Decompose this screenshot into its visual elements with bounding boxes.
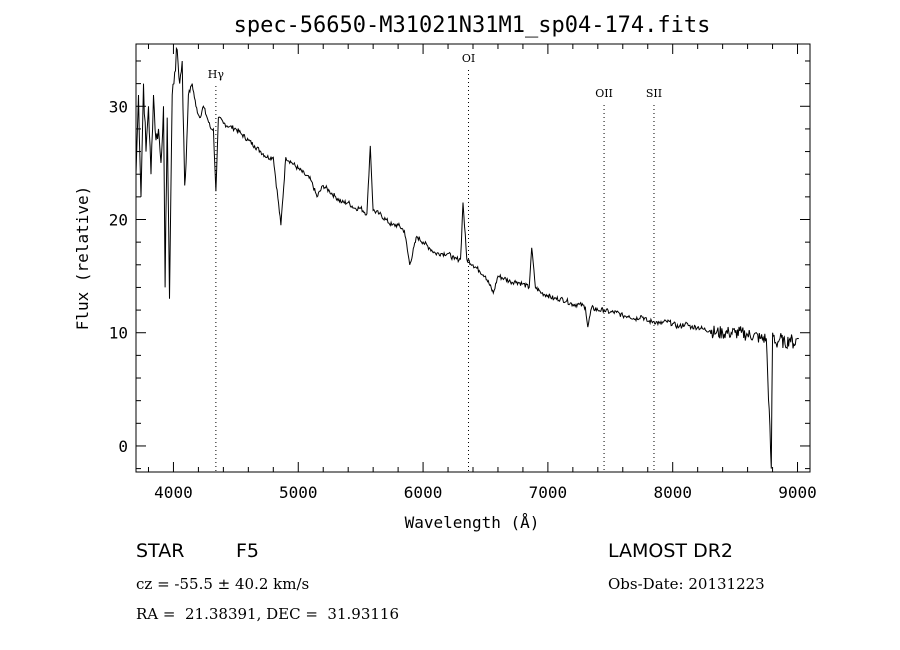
spectral-subclass: F5 bbox=[236, 540, 260, 562]
y-axis-label: Flux (relative) bbox=[73, 186, 92, 331]
object-class: STAR bbox=[136, 540, 185, 562]
x-tick-label: 8000 bbox=[653, 483, 692, 502]
y-tick-label: 0 bbox=[118, 437, 128, 456]
x-tick-label: 7000 bbox=[529, 483, 568, 502]
spectrum-series-line bbox=[135, 46, 799, 469]
x-axis-label: Wavelength (Å) bbox=[405, 513, 540, 532]
survey-name: LAMOST DR2 bbox=[608, 540, 733, 562]
x-tick-label: 9000 bbox=[778, 483, 817, 502]
x-tick-label: 5000 bbox=[279, 483, 318, 502]
coordinates: RA = 21.38391, DEC = 31.93116 bbox=[136, 605, 400, 623]
spectral-line-label: OI bbox=[462, 52, 475, 65]
y-tick-label: 10 bbox=[109, 324, 128, 343]
obs-date: Obs-Date: 20131223 bbox=[608, 575, 765, 593]
spectral-line-label: OII bbox=[595, 87, 613, 100]
chart-title: spec-56650-M31021N31M1_sp04-174.fits bbox=[234, 13, 711, 38]
x-tick-label: 6000 bbox=[404, 483, 443, 502]
plot-frame bbox=[135, 43, 811, 473]
y-tick-label: 20 bbox=[109, 211, 128, 230]
axis-ticks: 4000 5000 6000 7000 8000 9000 0 10 20 30 bbox=[109, 44, 817, 502]
spectral-line-markers: Hγ OI OII SII bbox=[208, 52, 662, 472]
redshift-readout: cz = -55.5 ± 40.2 km/s bbox=[136, 575, 310, 593]
spectral-line-label: Hγ bbox=[208, 68, 225, 81]
y-tick-label: 30 bbox=[109, 97, 128, 116]
spectral-line-label: SII bbox=[646, 87, 662, 100]
x-tick-label: 4000 bbox=[154, 483, 193, 502]
